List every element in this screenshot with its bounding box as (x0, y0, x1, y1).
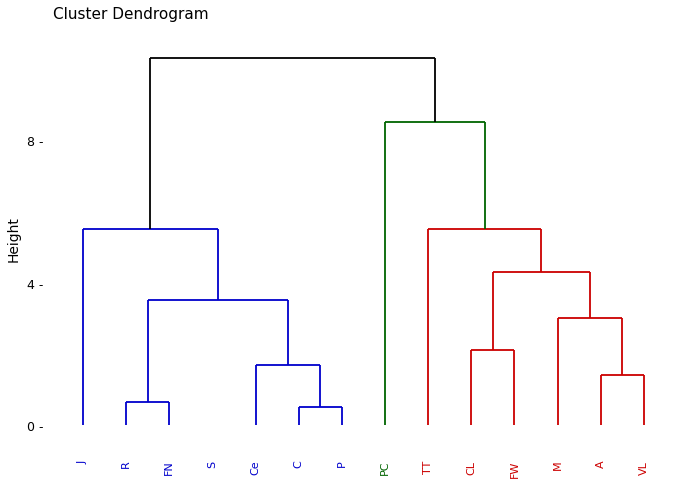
Text: Cluster Dendrogram: Cluster Dendrogram (52, 7, 208, 22)
Y-axis label: Height: Height (7, 216, 21, 261)
